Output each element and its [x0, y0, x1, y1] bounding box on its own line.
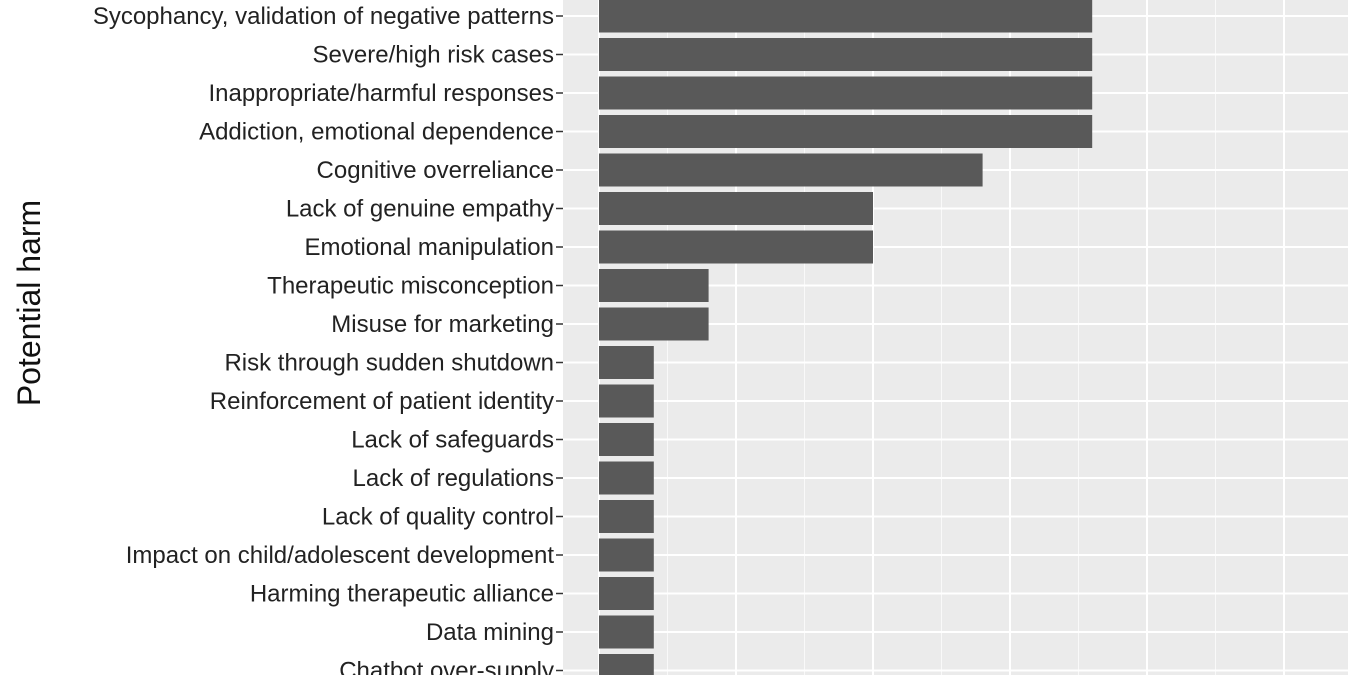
y-axis-tick-label: Lack of regulations: [353, 465, 554, 492]
y-axis-tick-label: Impact on child/adolescent development: [126, 542, 555, 569]
y-axis-tick-label: Risk through sudden shutdown: [224, 350, 554, 377]
y-axis-tick-label: Data mining: [426, 619, 554, 646]
y-axis-tick-label: Reinforcement of patient identity: [210, 388, 554, 415]
bar: [599, 500, 654, 533]
bar: [599, 38, 1093, 71]
y-axis-tick-labels: Sycophancy, validation of negative patte…: [93, 3, 555, 675]
bar: [599, 615, 654, 649]
y-axis-tick-label: Lack of safeguards: [351, 427, 554, 454]
bar: [599, 0, 1093, 33]
y-axis-tick-label: Lack of genuine empathy: [286, 196, 554, 223]
bar: [599, 192, 873, 225]
y-axis-tick-label: Chatbot over-supply: [339, 658, 554, 675]
bar: [599, 654, 654, 675]
bars: [599, 0, 1093, 675]
bar: [599, 153, 983, 187]
y-axis-title: Potential harm: [11, 200, 47, 406]
bar: [599, 538, 654, 572]
bar: [599, 307, 709, 341]
bar: [599, 76, 1093, 110]
y-axis-tick-label: Emotional manipulation: [305, 234, 554, 261]
y-axis-tick-label: Sycophancy, validation of negative patte…: [93, 3, 554, 30]
y-axis-tick-label: Cognitive overreliance: [317, 157, 554, 184]
y-axis-tick-label: Harming therapeutic alliance: [250, 581, 554, 608]
bar: [599, 269, 709, 302]
y-axis-tick-label: Addiction, emotional dependence: [199, 119, 554, 146]
y-axis-tick-label: Lack of quality control: [322, 504, 554, 531]
bar: [599, 115, 1093, 148]
y-axis-tick-label: Severe/high risk cases: [313, 42, 554, 69]
y-axis-tick-label: Therapeutic misconception: [267, 273, 554, 300]
bar: [599, 461, 654, 495]
y-axis-ticks: [556, 15, 563, 672]
y-axis-tick-label: Inappropriate/harmful responses: [208, 80, 554, 107]
bar: [599, 384, 654, 418]
y-axis-tick-label: Misuse for marketing: [331, 311, 554, 338]
bar: [599, 230, 873, 264]
bar: [599, 577, 654, 610]
bar: [599, 346, 654, 379]
bar: [599, 423, 654, 456]
